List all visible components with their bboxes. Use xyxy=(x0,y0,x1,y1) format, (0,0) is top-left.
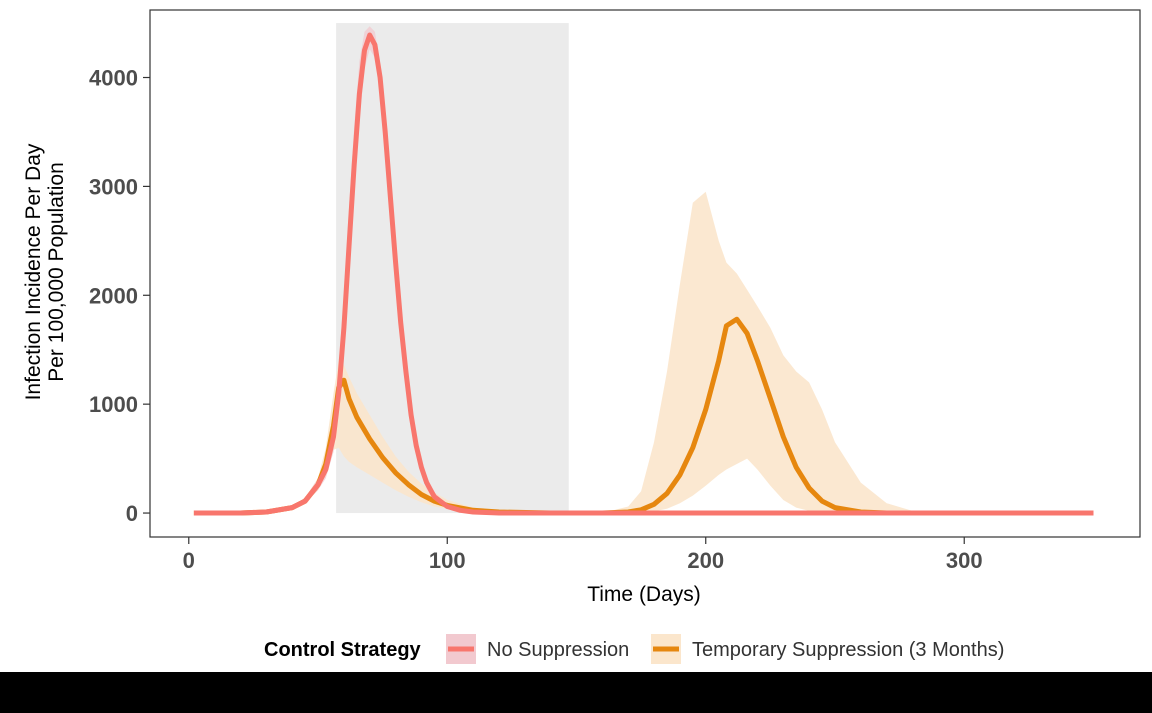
legend: Control Strategy No Suppression Temporar… xyxy=(264,634,1004,664)
series-line-no-suppression xyxy=(193,32,1094,516)
y-tick-label: 4000 xyxy=(89,66,138,91)
legend-key-no-suppression xyxy=(446,634,476,664)
y-tick-label: 3000 xyxy=(89,174,138,199)
x-tick-label: 200 xyxy=(687,548,724,573)
y-axis-title-line-2: Per 100,000 Population xyxy=(45,162,68,382)
legend-title: Control Strategy xyxy=(264,639,422,661)
y-axis-title: Infection Incidence Per Day Per 100,000 … xyxy=(22,143,68,400)
y-axis-title-line-1: Infection Incidence Per Day xyxy=(22,143,45,400)
y-tick-label: 0 xyxy=(126,501,138,526)
legend-label-no-suppression: No Suppression xyxy=(487,639,629,661)
x-tick-label: 100 xyxy=(429,548,466,573)
chart-background xyxy=(0,0,1152,672)
x-tick-label: 300 xyxy=(946,548,983,573)
bottom-black-bar xyxy=(0,672,1152,713)
x-tick-label: 0 xyxy=(183,548,195,573)
legend-label-temporary-suppression: Temporary Suppression (3 Months) xyxy=(692,639,1004,661)
x-axis-title: Time (Days) xyxy=(587,583,701,606)
plot-border xyxy=(149,9,1141,538)
plot-area xyxy=(193,23,1094,516)
y-tick-label: 1000 xyxy=(89,392,138,417)
y-tick-label: 2000 xyxy=(89,283,138,308)
legend-key-temporary-suppression xyxy=(651,634,681,664)
